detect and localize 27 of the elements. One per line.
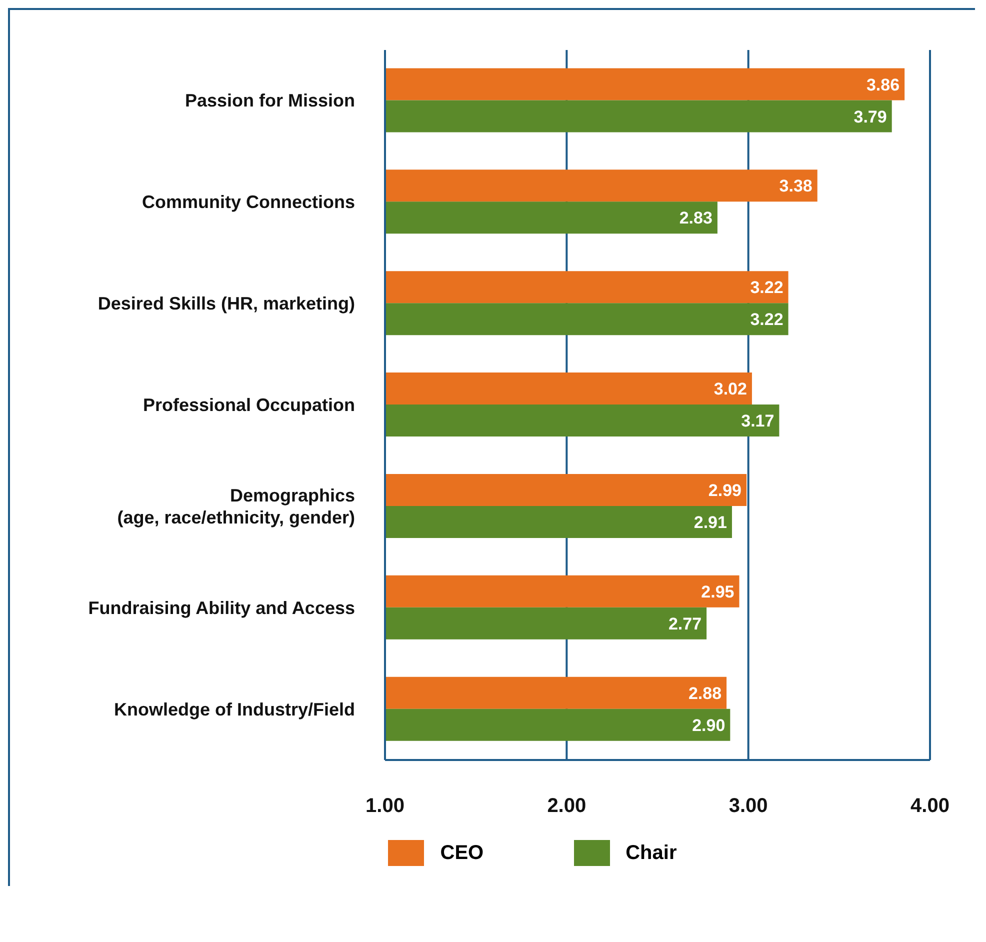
data-label: 3.22 [750,278,784,298]
data-label: 3.17 [741,412,774,431]
data-label: 2.77 [668,614,702,634]
data-label: 2.99 [708,481,742,500]
x-tick-label: 3.00 [728,795,768,818]
data-label: 3.02 [714,380,747,399]
data-label: 2.95 [701,582,734,602]
y-tick-label: Professional Occupation [142,395,355,415]
legend-label: Chair [626,842,677,864]
x-tick-label: 2.00 [547,795,586,818]
data-label: 3.86 [866,75,900,94]
y-tick-label: Demographics (age, race/ethnicity, gender) [117,485,355,528]
y-tick-label: Passion for Mission [184,90,355,111]
x-tick-label: 1.00 [366,795,404,818]
y-tick-label: Knowledge of Industry/Field [114,699,355,720]
legend-label: CEO [440,842,484,864]
x-tick-label: 4.00 [910,795,950,818]
data-label: 2.88 [688,684,722,703]
data-label: 2.90 [692,716,726,735]
data-label: 3.79 [854,107,887,126]
y-tick-label: Desired Skills (HR, marketing) [98,294,355,314]
data-label: 3.22 [750,310,784,330]
y-tick-label: Fundraising Ability and Access [88,598,355,618]
y-tick-label: Community Connections [142,192,355,212]
data-label: 2.83 [679,208,712,228]
data-label: 3.38 [779,176,812,196]
data-label: 2.91 [694,513,727,532]
